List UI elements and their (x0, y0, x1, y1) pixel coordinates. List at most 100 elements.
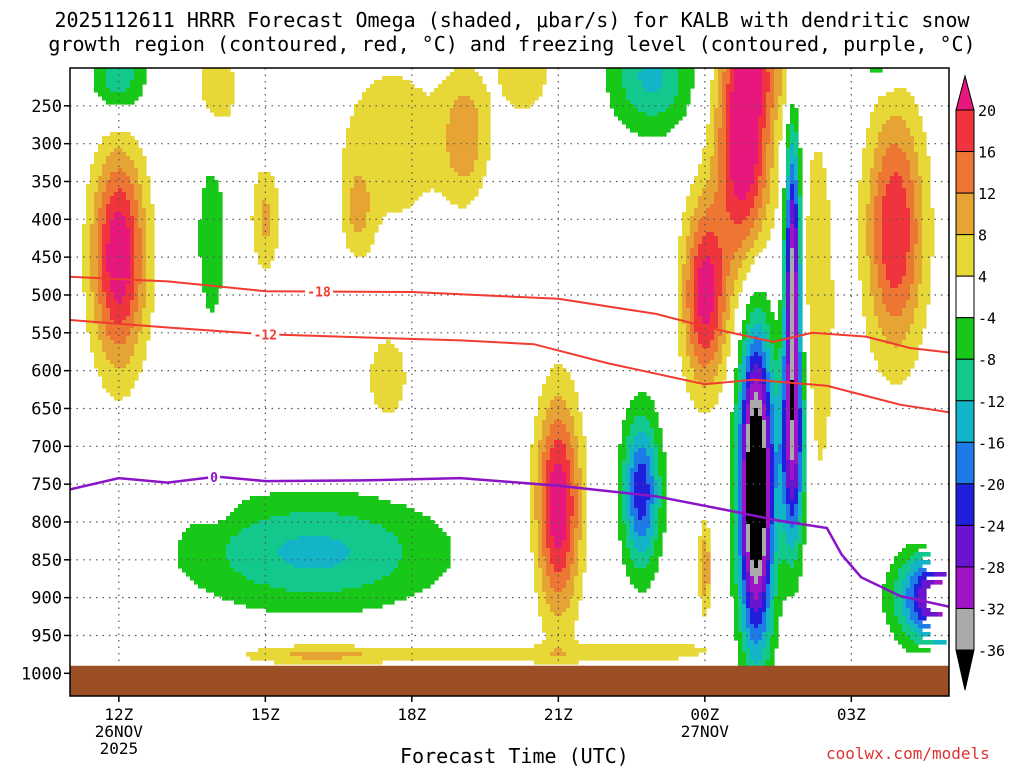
omega-cell (746, 396, 751, 401)
omega-cell (730, 148, 759, 153)
omega-cell (922, 572, 935, 577)
omega-cell (882, 248, 911, 253)
omega-cell (786, 532, 799, 537)
omega-cell (610, 92, 627, 97)
omega-cell (770, 552, 775, 557)
omega-cell (902, 276, 915, 281)
omega-cell (102, 380, 135, 385)
omega-cell (742, 424, 747, 429)
omega-cell (382, 76, 403, 81)
omega-cell (906, 648, 931, 653)
omega-cell (894, 172, 899, 177)
omega-cell (786, 148, 791, 153)
omega-cell (794, 384, 799, 389)
omega-cell (754, 408, 759, 413)
omega-cell (770, 384, 775, 389)
omega-cell (726, 152, 731, 157)
omega-cell (730, 436, 735, 441)
omega-cell (134, 196, 143, 201)
omega-cell (766, 380, 771, 385)
omega-cell (766, 408, 771, 413)
omega-cell (478, 144, 491, 149)
omega-cell (98, 236, 103, 241)
omega-cell (770, 328, 783, 333)
omega-cell (582, 528, 587, 533)
colorbar-label-9: -20 (978, 476, 1005, 494)
omega-cell (146, 300, 155, 305)
omega-cell (554, 544, 563, 549)
omega-cell (698, 172, 711, 177)
omega-cell (542, 500, 547, 505)
y-tick-label-550: 550 (31, 324, 62, 344)
omega-cell (906, 260, 915, 265)
omega-cell (782, 324, 787, 329)
omega-cell (722, 360, 727, 365)
omega-cell (706, 132, 715, 137)
omega-cell (106, 388, 131, 393)
omega-cell (686, 324, 691, 329)
omega-cell (810, 344, 831, 349)
omega-cell (638, 468, 647, 473)
omega-cell (726, 164, 731, 169)
omega-cell (746, 420, 751, 425)
omega-cell (626, 440, 635, 445)
omega-cell (758, 560, 763, 565)
omega-cell (770, 640, 779, 645)
omega-cell (682, 228, 691, 233)
omega-cell (746, 572, 751, 577)
omega-cell (102, 376, 139, 381)
omega-cell (738, 624, 743, 629)
omega-cell (790, 328, 795, 333)
omega-cell (762, 616, 767, 621)
omega-cell (686, 376, 695, 381)
omega-cell (770, 128, 775, 133)
omega-cell (122, 296, 135, 301)
omega-cell (798, 372, 803, 377)
omega-cell (646, 504, 651, 509)
omega-cell (806, 244, 831, 249)
omega-cell (438, 84, 487, 89)
y-tick-label-300: 300 (31, 135, 62, 155)
omega-cell (906, 272, 915, 277)
omega-cell (698, 280, 715, 285)
omega-cell (858, 196, 871, 201)
omega-cell (862, 284, 871, 289)
omega-cell (770, 608, 775, 613)
omega-cell (698, 312, 711, 317)
omega-cell (202, 268, 223, 273)
omega-cell (758, 364, 763, 369)
omega-cell (110, 240, 131, 245)
omega-cell (642, 68, 663, 73)
omega-cell (534, 576, 543, 581)
omega-cell (98, 176, 111, 181)
omega-cell (662, 504, 667, 509)
omega-cell (750, 440, 763, 445)
omega-cell (734, 516, 739, 521)
omega-cell (102, 136, 135, 141)
omega-cell (534, 560, 539, 565)
omega-cell (654, 428, 663, 433)
omega-cell (786, 512, 791, 517)
omega-cell (870, 348, 919, 353)
omega-cell (118, 168, 123, 173)
omega-cell (394, 532, 447, 537)
omega-cell (566, 516, 571, 521)
omega-cell (782, 452, 787, 457)
omega-cell (798, 412, 803, 417)
omega-cell (750, 620, 763, 625)
omega-cell (682, 272, 691, 277)
omega-cell (366, 216, 383, 221)
omega-cell (702, 260, 711, 265)
omega-cell (786, 452, 791, 457)
omega-cell (706, 180, 719, 185)
omega-cell (782, 92, 787, 97)
omega-cell (870, 168, 883, 173)
omega-cell (742, 584, 747, 589)
omega-cell (762, 148, 767, 153)
omega-cell (798, 348, 803, 353)
omega-cell (786, 140, 791, 145)
omega-cell (90, 244, 99, 249)
omega-cell (450, 108, 479, 113)
omega-cell (778, 384, 783, 389)
omega-cell (786, 128, 791, 133)
